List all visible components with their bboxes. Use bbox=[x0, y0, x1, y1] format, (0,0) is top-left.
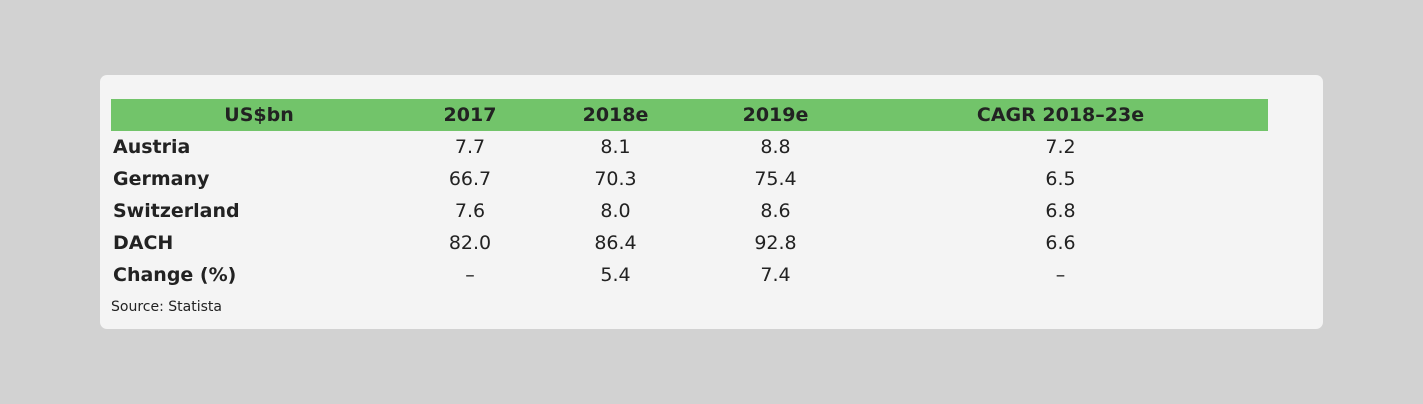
header-cagr: CAGR 2018–23e bbox=[976, 104, 1145, 126]
table-row: DACH 82.0 86.4 92.8 6.6 bbox=[111, 227, 1268, 259]
header-2019e: 2019e bbox=[742, 104, 809, 126]
row-label: DACH bbox=[113, 232, 174, 254]
table-cell: 70.3 bbox=[594, 168, 637, 190]
header-2017: 2017 bbox=[443, 104, 497, 126]
row-label: Austria bbox=[113, 136, 191, 158]
table-cell: 66.7 bbox=[448, 168, 492, 190]
table-cell: 8.6 bbox=[760, 200, 791, 222]
table-row: Austria 7.7 8.1 8.8 7.2 bbox=[111, 131, 1268, 163]
source-note: Source: Statista bbox=[111, 299, 222, 315]
table-row: Germany 66.7 70.3 75.4 6.5 bbox=[111, 163, 1268, 195]
table-card: US$bn 2017 2018e 2019e CAGR 2018–23e Aus… bbox=[100, 75, 1323, 329]
table-cell: 7.6 bbox=[454, 200, 486, 222]
table-row: Switzerland 7.6 8.0 8.6 6.8 bbox=[111, 195, 1268, 227]
table-cell: – bbox=[1055, 264, 1066, 286]
table-cell: 82.0 bbox=[448, 232, 492, 254]
table-cell: 8.8 bbox=[760, 136, 791, 158]
table-cell: 86.4 bbox=[594, 232, 637, 254]
table-cell: 8.0 bbox=[600, 200, 631, 222]
table-cell: 7.4 bbox=[760, 264, 791, 286]
row-label: Switzerland bbox=[113, 200, 240, 222]
table-row: Change (%) – 5.4 7.4 – bbox=[111, 259, 1268, 291]
table-cell: 7.7 bbox=[454, 136, 486, 158]
table-cell: 92.8 bbox=[754, 232, 797, 254]
row-label: Change (%) bbox=[113, 264, 237, 286]
table-cell: 6.5 bbox=[1045, 168, 1076, 190]
table-cell: 6.8 bbox=[1045, 200, 1076, 222]
table-cell: 8.1 bbox=[600, 136, 631, 158]
table-cell: 75.4 bbox=[754, 168, 797, 190]
header-2018e: 2018e bbox=[582, 104, 649, 126]
market-size-table: US$bn 2017 2018e 2019e CAGR 2018–23e Aus… bbox=[111, 99, 1268, 291]
table-cell: 7.2 bbox=[1045, 136, 1076, 158]
row-label: Germany bbox=[113, 168, 210, 190]
table-cell: 5.4 bbox=[600, 264, 631, 286]
header-unit: US$bn bbox=[224, 104, 294, 126]
table-header-row: US$bn 2017 2018e 2019e CAGR 2018–23e bbox=[111, 99, 1268, 131]
table-cell: – bbox=[465, 264, 475, 286]
table-cell: 6.6 bbox=[1045, 232, 1076, 254]
